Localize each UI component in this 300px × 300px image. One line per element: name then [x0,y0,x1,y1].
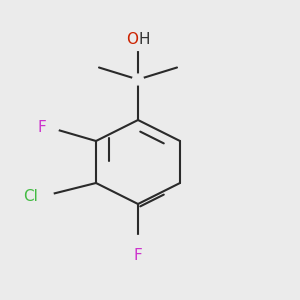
Circle shape [40,118,58,136]
Text: Cl: Cl [23,189,38,204]
Circle shape [127,28,149,50]
Text: F: F [37,120,46,135]
Circle shape [133,74,143,85]
Text: F: F [134,248,142,262]
Text: O: O [127,32,139,46]
Circle shape [31,185,53,208]
Circle shape [129,236,147,253]
Text: H: H [139,32,150,46]
